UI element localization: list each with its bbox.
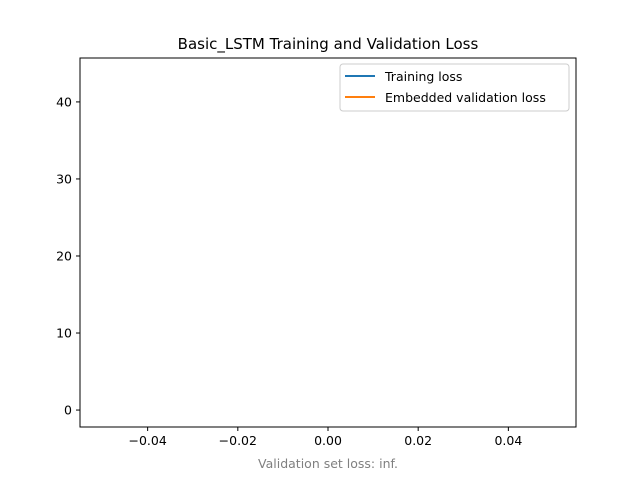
- x-tick-label: 0.02: [404, 433, 432, 448]
- x-tick-label: 0.04: [494, 433, 522, 448]
- y-tick-label: 20: [56, 248, 72, 263]
- y-tick-label: 0: [64, 403, 72, 418]
- y-tick-label: 40: [56, 94, 72, 109]
- legend-label-training-loss: Training loss: [384, 69, 462, 84]
- x-tick-label: −0.02: [219, 433, 257, 448]
- legend-label-validation-loss: Embedded validation loss: [385, 90, 546, 105]
- x-axis-label: Validation set loss: inf.: [258, 456, 398, 471]
- y-tick-label: 30: [56, 171, 72, 186]
- x-axis-ticks: −0.04 −0.02 0.00 0.02 0.04: [128, 427, 522, 448]
- chart-title: Basic_LSTM Training and Validation Loss: [178, 35, 479, 54]
- legend: Training loss Embedded validation loss: [339, 63, 570, 112]
- x-tick-label: −0.04: [128, 433, 166, 448]
- y-axis-ticks: 0 10 20 30 40: [56, 94, 80, 418]
- x-tick-label: 0.00: [314, 433, 342, 448]
- y-tick-label: 10: [56, 326, 72, 341]
- legend-box: [339, 63, 570, 112]
